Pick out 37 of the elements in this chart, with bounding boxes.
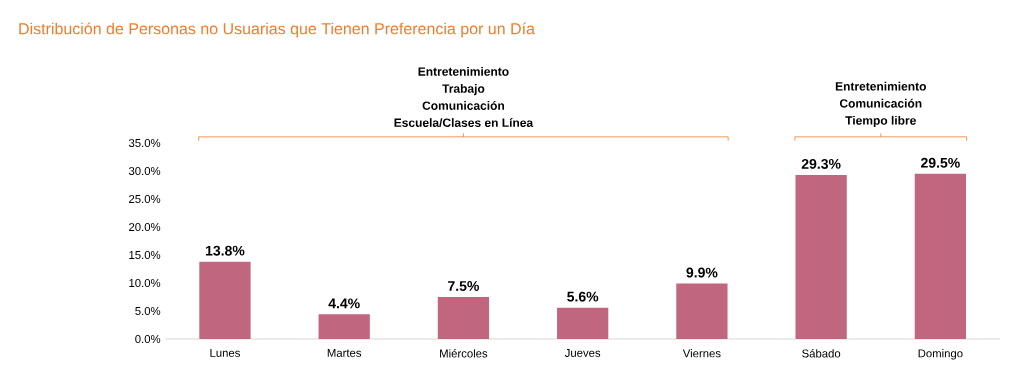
x-tick-label: Sábado bbox=[802, 349, 841, 358]
y-tick-label: 20.0% bbox=[129, 223, 161, 231]
bar bbox=[318, 314, 370, 339]
y-tick-label: 25.0% bbox=[129, 195, 161, 204]
bar bbox=[676, 283, 728, 339]
x-tick-label: Lunes bbox=[210, 349, 240, 357]
data-label: 29.3% bbox=[801, 158, 841, 169]
bar bbox=[199, 261, 251, 339]
x-tick-label: Viernes bbox=[682, 349, 721, 358]
data-label: 13.8% bbox=[205, 245, 245, 256]
text: Trabajo bbox=[442, 84, 485, 96]
bar bbox=[795, 174, 847, 339]
x-tick-label: Jueves bbox=[564, 349, 601, 357]
y-tick-label: 30.0% bbox=[128, 167, 161, 176]
data-label: 4.4% bbox=[328, 298, 360, 309]
y-tick-label: 5.0% bbox=[135, 307, 161, 316]
x-tick-label: Domingo bbox=[918, 349, 963, 360]
x-tick-label: Martes bbox=[327, 349, 362, 357]
y-tick-label: 10.0% bbox=[129, 279, 161, 288]
bar bbox=[557, 307, 609, 339]
y-tick-label: 0.0% bbox=[135, 335, 161, 344]
text: Escuela/Clases en Línea bbox=[394, 118, 534, 128]
bar bbox=[914, 173, 967, 339]
text: Entretenimiento bbox=[835, 81, 926, 91]
data-label: 9.9% bbox=[686, 267, 718, 278]
chart-title: Distribución de Personas no Usuarias que Tienen Preferencia por un Día bbox=[19, 22, 535, 38]
x-tick-label: Miércoles bbox=[440, 349, 488, 358]
y-tick-label: 35.0% bbox=[128, 139, 161, 147]
data-label: 7.5% bbox=[448, 281, 479, 291]
data-label: 5.6% bbox=[567, 291, 599, 302]
y-tick-label: 15.0% bbox=[129, 251, 161, 260]
text: Comunicación bbox=[839, 98, 922, 108]
data-label: 29.5% bbox=[921, 157, 960, 168]
text: Entretenimiento bbox=[418, 66, 509, 76]
text: Tiempo libre bbox=[845, 115, 916, 128]
text: Comunicación bbox=[422, 100, 505, 110]
bar bbox=[437, 297, 490, 339]
